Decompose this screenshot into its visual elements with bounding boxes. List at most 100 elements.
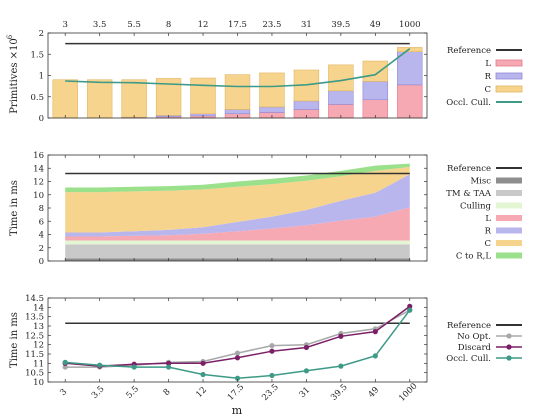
- bar-segment-c: [259, 72, 285, 108]
- point-occl-cull: [97, 362, 103, 368]
- legend-swatch: [496, 190, 522, 196]
- point-occl-cull: [200, 371, 206, 378]
- point-no-opt: [62, 364, 68, 370]
- point-occl-cull: [62, 359, 68, 365]
- point-discard: [200, 360, 206, 366]
- point-discard: [269, 348, 275, 354]
- y-tick-label: 10: [33, 191, 44, 201]
- point-no-opt: [269, 343, 275, 349]
- bar-segment-r: [397, 51, 423, 86]
- legend-marker: [506, 355, 512, 361]
- y-tick-label: 0.5: [30, 93, 44, 103]
- legend-label: L: [485, 214, 491, 224]
- legend-label: Occl. Cull.: [446, 354, 491, 364]
- point-discard: [234, 355, 241, 361]
- y-tick-label: 11: [33, 359, 44, 369]
- legend-swatch: [496, 240, 522, 246]
- x-tick-label-top: 8: [166, 20, 171, 30]
- point-occl-cull: [338, 363, 344, 369]
- y-tick-label: 0: [39, 114, 44, 124]
- x-tick-label: 1000: [397, 381, 419, 403]
- y-axis-label: Time in ms: [9, 180, 20, 236]
- x-tick-label: 49: [367, 385, 382, 400]
- point-occl-cull: [303, 368, 310, 374]
- bar-segment-r: [224, 109, 251, 115]
- area-tm-taa: [65, 244, 410, 259]
- y-tick-label: 11.5: [25, 350, 44, 360]
- point-occl-cull: [234, 375, 241, 381]
- y-axis-label-exponent: 6: [6, 34, 14, 39]
- legend-label: C: [484, 239, 491, 249]
- bar-segment-l: [397, 84, 423, 119]
- x-axis-label: m: [232, 404, 243, 417]
- y-tick-label: 10: [33, 378, 44, 388]
- bar-segment-c: [52, 79, 78, 119]
- bar-segment-r: [259, 106, 285, 113]
- y-axis-label: Time in ms: [9, 312, 20, 368]
- legend-marker: [506, 344, 512, 350]
- legend-label: R: [485, 72, 492, 82]
- x-tick-label: 17.5: [226, 382, 246, 402]
- point-discard: [303, 344, 310, 351]
- x-tick-label-top: 3: [63, 20, 68, 30]
- x-tick-label-top: 23.5: [262, 20, 281, 30]
- y-tick-label: 12: [33, 178, 44, 188]
- plot-frame: [47, 297, 428, 383]
- legend-label: C: [484, 85, 491, 95]
- bar-segment-r: [293, 100, 320, 110]
- x-tick-label: 12: [194, 385, 209, 400]
- x-tick-label-top: 17.5: [228, 20, 247, 30]
- legend-label: L: [485, 59, 491, 69]
- legend-swatch: [496, 177, 522, 184]
- legend-label: No Opt.: [457, 332, 491, 342]
- point-discard: [407, 303, 413, 309]
- legend-swatch: [496, 202, 522, 209]
- x-tick-label: 23.5: [260, 382, 280, 402]
- x-tick-label: 31: [298, 385, 313, 400]
- point-discard: [372, 329, 378, 335]
- y-axis-label: Primitives ×10: [9, 38, 20, 114]
- point-occl-cull: [407, 307, 413, 313]
- legend-swatch: [496, 252, 522, 259]
- bar-segment-r: [362, 81, 389, 101]
- bar-segment-c: [328, 64, 354, 92]
- point-occl-cull: [372, 353, 378, 359]
- bar-segment-r: [328, 90, 354, 105]
- x-tick-label-top: 49: [370, 20, 381, 30]
- y-tick-label: 4: [39, 231, 44, 241]
- y-tick-label: 16: [33, 151, 44, 161]
- y-tick-label: 14: [33, 164, 44, 174]
- bar-segment-c: [121, 79, 147, 118]
- area-r: [65, 174, 410, 237]
- bar-segment-c: [224, 74, 251, 110]
- y-tick-label: 6: [39, 217, 44, 227]
- point-discard: [165, 360, 172, 366]
- x-tick-label-top: 3.5: [93, 20, 107, 30]
- y-tick-label: 12.5: [25, 331, 44, 341]
- legend-label: Misc: [470, 177, 491, 187]
- y-tick-label: 2: [39, 29, 44, 39]
- bar-segment-c: [190, 77, 216, 115]
- point-occl-cull: [131, 364, 137, 370]
- y-tick-label: 14.5: [25, 294, 44, 304]
- y-tick-label: 2: [39, 244, 44, 254]
- line-occl-cull: [65, 309, 411, 380]
- area-c-to-r-l: [65, 163, 410, 193]
- area-c: [65, 166, 410, 233]
- x-tick-label: 8: [162, 387, 173, 398]
- y-tick-label: 1.5: [30, 50, 44, 60]
- point-discard: [338, 333, 344, 339]
- bar-segment-c: [362, 60, 389, 82]
- area-culling: [65, 240, 410, 245]
- legend-marker: [506, 333, 512, 339]
- y-tick-label: 14: [33, 303, 44, 313]
- x-tick-label-top: 1000: [399, 20, 421, 30]
- legend-swatch: [496, 215, 522, 221]
- time-breakdown-chart: 0 2 4 6 8 10 12 14 16 Time in ms Reference Misc TM &…: [9, 151, 522, 267]
- y-tick-label: 0: [39, 257, 44, 267]
- x-tick-label-top: 39.5: [331, 20, 350, 30]
- occl-cull-line: [65, 48, 411, 88]
- legend-label: Discard: [458, 343, 492, 353]
- point-occl-cull: [269, 372, 275, 379]
